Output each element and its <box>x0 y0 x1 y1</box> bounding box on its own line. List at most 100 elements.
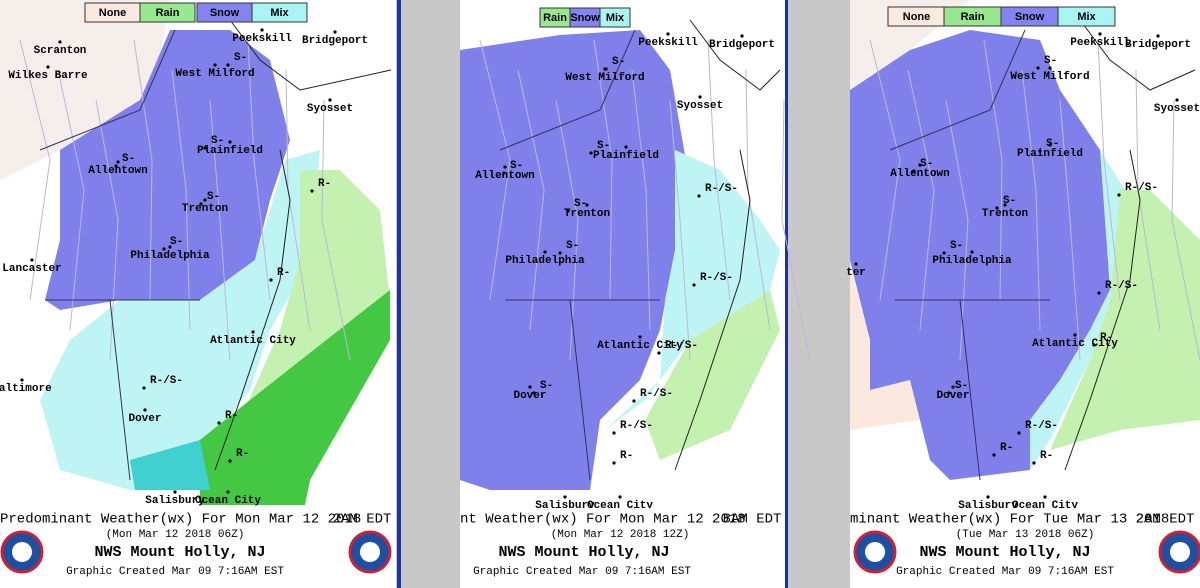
legend-label: Mix <box>606 12 625 24</box>
county-line <box>133 39 153 301</box>
city-marker <box>251 330 255 334</box>
legend-label: Snow <box>1015 11 1045 23</box>
city-marker <box>173 490 177 494</box>
footer-title: nt Weather(wx) For Mon Mar 12 2018 <box>460 512 746 528</box>
wx-label: R- <box>1040 450 1053 462</box>
footer-time: 2AM EDT <box>333 512 392 528</box>
city-label: Plainfield <box>197 145 263 157</box>
wx-marker <box>604 67 608 71</box>
wx-marker <box>269 278 273 282</box>
wx-label: R-/S- <box>1125 182 1158 194</box>
city-marker <box>226 490 230 494</box>
city-label: Ocean City <box>195 495 261 507</box>
wx-label: S- <box>1044 55 1057 67</box>
county-line <box>517 69 545 331</box>
county-line <box>707 39 731 301</box>
wx-label: R- <box>225 410 238 422</box>
county-line <box>781 99 811 361</box>
logo-inner <box>865 542 885 562</box>
city-label: Allentown <box>475 170 534 182</box>
wx-label: R- <box>1100 332 1113 344</box>
wx-label: R- <box>1000 442 1013 454</box>
wx-label: R- <box>620 450 633 462</box>
city-marker <box>203 198 207 202</box>
weather-panel: Rain Snow Mix Peekskill Bridgeport West Milfo… <box>460 0 811 588</box>
wx-marker <box>1032 461 1036 465</box>
county-line <box>321 99 351 361</box>
city-marker <box>563 495 567 499</box>
city-label: Salisbury <box>145 495 205 507</box>
city-marker <box>740 34 744 38</box>
wx-label: R- <box>277 267 290 279</box>
city-label: Philadelphia <box>130 250 210 262</box>
city-marker <box>328 98 332 102</box>
wx-marker <box>532 391 536 395</box>
wx-marker <box>310 189 314 193</box>
footer-utc: (Mon Mar 12 2018 12Z) <box>551 529 690 541</box>
footer-created: Graphic Created Mar 09 7:16AM EST <box>473 566 691 578</box>
wx-label: S- <box>207 191 220 203</box>
legend-label: Mix <box>1077 11 1096 23</box>
wx-marker <box>612 431 616 435</box>
city-label: Peekskill <box>232 33 292 45</box>
city-marker <box>1048 66 1052 70</box>
city-marker <box>503 165 507 169</box>
legend: None Rain Snow Mix <box>84 2 308 23</box>
map <box>850 0 1200 481</box>
city-label: Syosset <box>677 100 723 112</box>
map <box>0 0 392 505</box>
legend-label: None <box>903 11 931 23</box>
wx-marker <box>142 386 146 390</box>
legend-label: Rain <box>543 12 567 24</box>
wx-label: R-/S- <box>620 420 653 432</box>
wx-marker <box>1097 291 1101 295</box>
city-label: Trenton <box>982 208 1028 220</box>
county-line <box>945 99 969 361</box>
wx-marker <box>203 146 207 150</box>
wx-marker <box>502 171 506 175</box>
weather-area <box>460 30 685 490</box>
city-marker <box>20 378 24 382</box>
wx-label: S- <box>955 380 968 392</box>
wx-marker <box>697 194 701 198</box>
city-label: Baltimore <box>0 383 52 395</box>
logo-inner <box>12 542 32 562</box>
legend-item <box>139 2 196 23</box>
wx-marker <box>114 164 118 168</box>
state-border <box>889 29 1050 481</box>
city-marker <box>333 30 337 34</box>
legend-label: Mix <box>270 7 289 19</box>
city-label: Peekskill <box>638 37 698 49</box>
city-label: Trenton <box>182 203 228 215</box>
wx-label: R- <box>236 448 249 460</box>
wx-marker <box>566 209 570 213</box>
weather-area <box>0 0 170 180</box>
footer <box>460 508 785 588</box>
weather-area <box>1030 150 1125 470</box>
city-label: Atlantic City <box>210 335 296 347</box>
wx-marker <box>589 151 593 155</box>
wx-label: R-/S- <box>1025 420 1058 432</box>
footer-office: NWS Mount Holly, NJ <box>919 544 1090 561</box>
city-label: Peekskill <box>1070 37 1130 49</box>
footer-utc: (Mon Mar 12 2018 06Z) <box>106 529 245 541</box>
legend: None Rain Snow Mix <box>887 6 1116 27</box>
wx-marker <box>1117 193 1121 197</box>
wx-marker <box>1092 343 1096 347</box>
city-marker <box>1073 333 1077 337</box>
county-line <box>19 39 51 301</box>
wx-label: R- <box>318 178 331 190</box>
city-label: Dover <box>128 413 161 425</box>
footer-office: NWS Mount Holly, NJ <box>94 544 265 561</box>
weather-area <box>45 30 290 310</box>
city-marker <box>918 163 922 167</box>
city-marker <box>951 385 955 389</box>
city-marker <box>854 262 858 266</box>
wx-label: S- <box>612 56 625 68</box>
wx-label: S- <box>234 52 247 64</box>
city-marker <box>143 408 147 412</box>
city-marker <box>1048 143 1052 147</box>
legend-item <box>251 2 308 23</box>
legend-label: None <box>99 7 127 19</box>
